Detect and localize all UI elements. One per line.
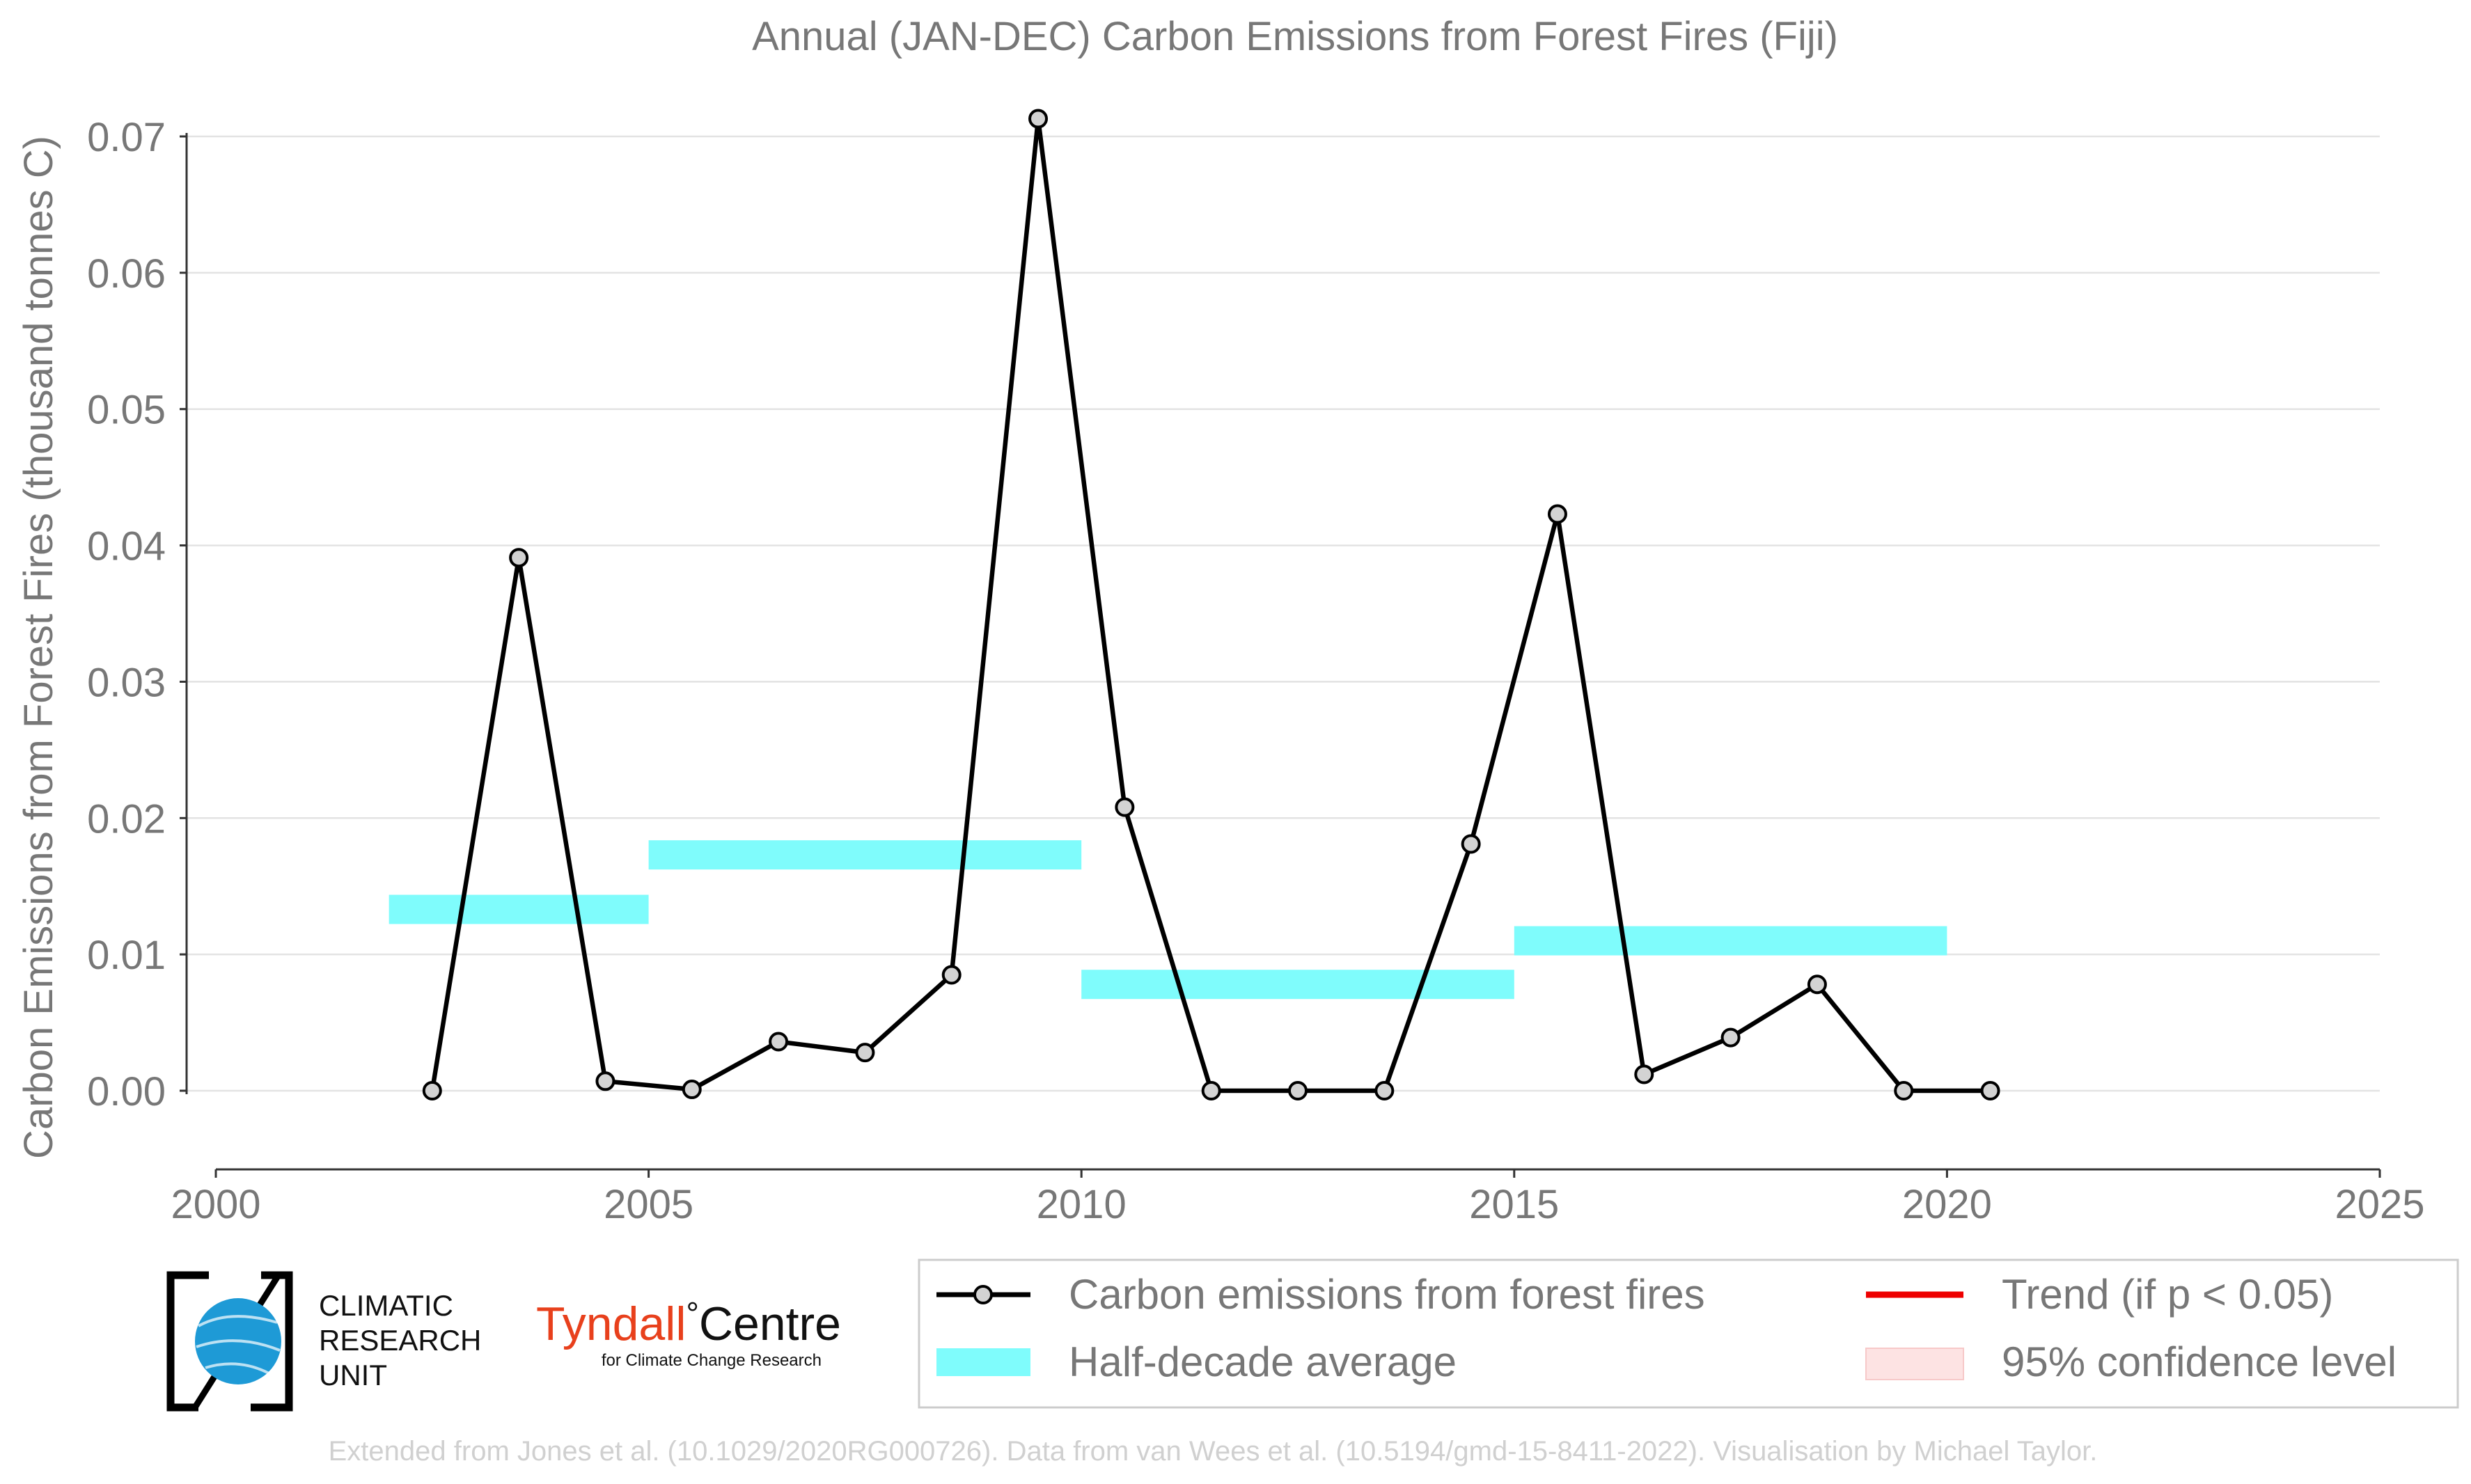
half-decade-bar [1514, 926, 1947, 956]
data-point [1547, 504, 1567, 524]
data-point [941, 965, 962, 985]
legend-label-emissions: Carbon emissions from forest fires [1069, 1271, 1705, 1318]
x-tick-label: 2005 [604, 1182, 693, 1227]
cru-logo: CLIMATIC RESEARCH UNIT [166, 1271, 481, 1412]
data-point [595, 1071, 615, 1091]
y-tick-label: 0.07 [87, 115, 166, 160]
y-axis-label: Carbon Emissions from Forest Fires (thou… [16, 136, 61, 1159]
y-tick-label: 0.04 [87, 524, 166, 569]
axes [180, 133, 2381, 1178]
data-point [509, 548, 529, 568]
cru-text-line1: CLIMATIC [319, 1289, 453, 1322]
legend-frame [918, 1258, 2459, 1409]
y-tick-label: 0.01 [87, 933, 166, 978]
x-tick-labels: 2000 2005 2010 2015 2020 2025 [171, 1182, 2424, 1227]
data-point [1288, 1081, 1308, 1100]
half-decade-bar [1081, 970, 1514, 1000]
data-point [422, 1081, 442, 1100]
cru-text-line2: RESEARCH [319, 1324, 481, 1357]
tyndall-name: Tyndall [536, 1297, 686, 1350]
y-tick-label: 0.05 [87, 388, 166, 433]
legend-label-trend: Trend (if p < 0.05) [2002, 1271, 2333, 1318]
tyndall-degree: ° [686, 1295, 698, 1332]
legend-label-confidence: 95% confidence level [2002, 1339, 2397, 1385]
half-decade-bar [389, 894, 649, 924]
data-point [1807, 974, 1827, 995]
footer-credit: Extended from Jones et al. (10.1029/2020… [329, 1436, 2098, 1467]
x-tick-label: 2020 [1902, 1182, 1992, 1227]
data-point [1894, 1081, 1914, 1100]
data-point [1201, 1081, 1221, 1100]
grid-lines [187, 135, 2380, 1092]
data-point [1634, 1064, 1654, 1084]
data-point [1461, 834, 1481, 854]
x-tick-label: 2015 [1469, 1182, 1559, 1227]
tyndall-logo: Tyndall°Centre for Climate Change Resear… [536, 1295, 841, 1370]
y-tick-label: 0.06 [87, 251, 166, 297]
data-point [1980, 1081, 2000, 1100]
data-point [855, 1043, 875, 1063]
data-point [1720, 1027, 1741, 1048]
chart-title: Annual (JAN-DEC) Carbon Emissions from F… [752, 14, 1838, 59]
data-point [1374, 1081, 1395, 1100]
cru-text-line3: UNIT [319, 1359, 387, 1391]
data-point [682, 1080, 702, 1100]
legend-marker-swatch [973, 1285, 993, 1304]
legend-label-half-decade: Half-decade average [1069, 1339, 1457, 1385]
y-tick-label: 0.02 [87, 796, 166, 842]
legend-confidence-swatch [1865, 1348, 1964, 1380]
data-point [1028, 109, 1049, 129]
data-point [769, 1032, 789, 1052]
tyndall-wordmark: Tyndall°Centre [536, 1295, 841, 1350]
legend-half-decade-swatch [936, 1348, 1030, 1376]
emissions-series [422, 109, 2000, 1100]
y-tick-label: 0.03 [87, 660, 166, 705]
x-tick-label: 2010 [1037, 1182, 1127, 1227]
x-tick-label: 2025 [2335, 1182, 2424, 1227]
tyndall-subtitle: for Climate Change Research [602, 1351, 822, 1370]
x-tick-label: 2000 [171, 1182, 260, 1227]
y-tick-labels: 0.00 0.01 0.02 0.03 0.04 0.05 0.06 0.07 [87, 115, 166, 1114]
data-point [1115, 797, 1135, 817]
globe-lines-icon [196, 1315, 281, 1376]
half-decade-average-bars [389, 840, 1947, 1000]
tyndall-centre: Centre [699, 1297, 841, 1350]
legend: Carbon emissions from forest fires Trend… [918, 1258, 2459, 1409]
y-tick-label: 0.00 [87, 1069, 166, 1114]
half-decade-bar [648, 840, 1082, 870]
